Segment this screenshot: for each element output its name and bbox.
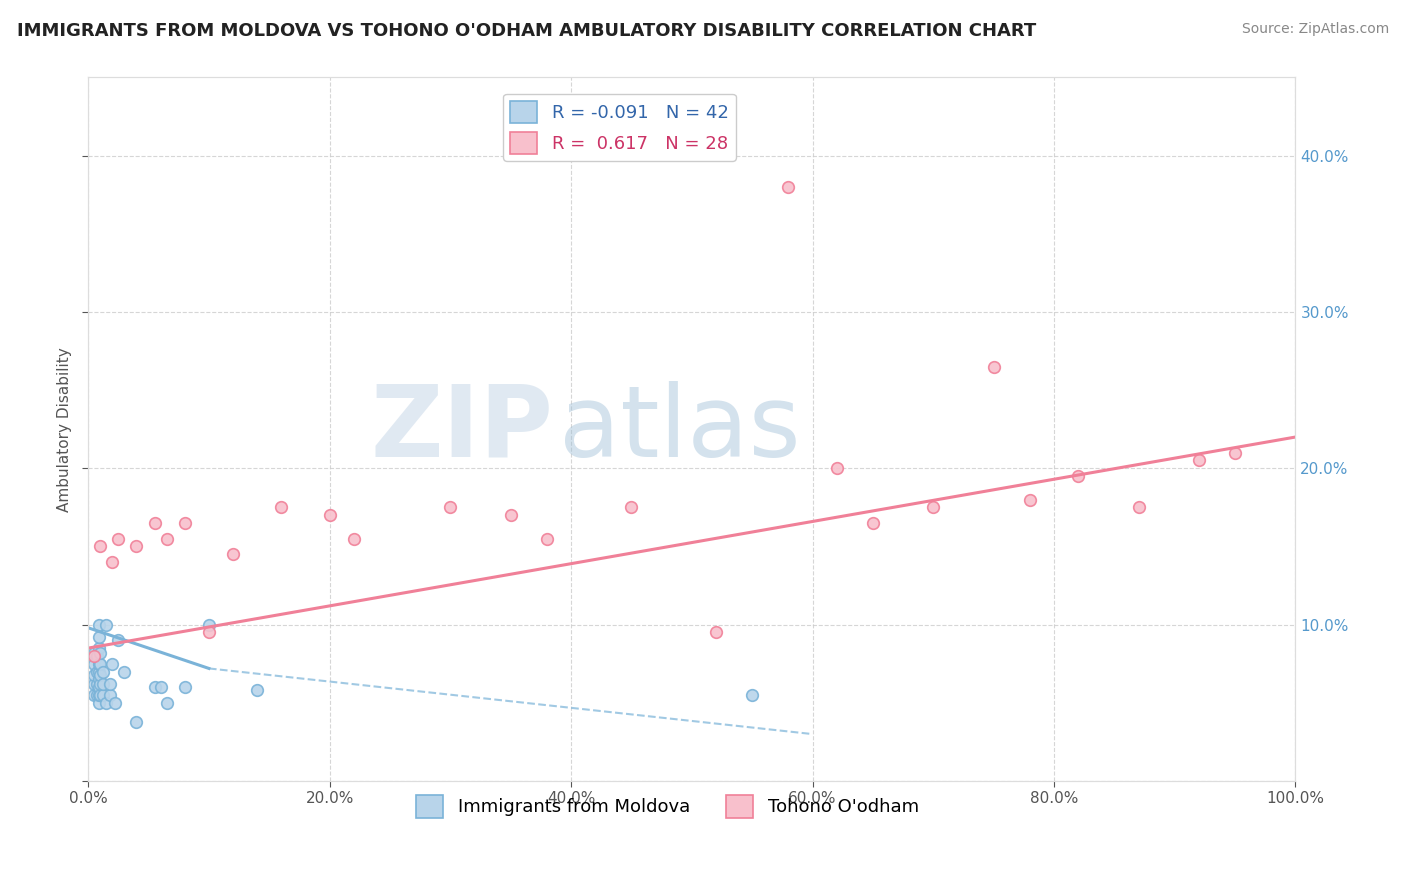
Point bbox=[83, 646, 105, 660]
Point bbox=[83, 677, 105, 691]
Point bbox=[825, 461, 848, 475]
Point bbox=[83, 688, 105, 702]
Point bbox=[98, 677, 121, 691]
Point bbox=[778, 180, 800, 194]
Point bbox=[143, 680, 166, 694]
Point bbox=[704, 625, 727, 640]
Point bbox=[87, 696, 110, 710]
Point bbox=[89, 688, 111, 702]
Point bbox=[87, 680, 110, 694]
Point bbox=[89, 657, 111, 671]
Point bbox=[89, 667, 111, 681]
Point bbox=[156, 532, 179, 546]
Point bbox=[104, 696, 127, 710]
Point bbox=[91, 665, 114, 679]
Point bbox=[83, 657, 105, 671]
Point bbox=[1128, 500, 1150, 515]
Point bbox=[87, 641, 110, 656]
Point bbox=[343, 532, 366, 546]
Point bbox=[112, 665, 135, 679]
Point bbox=[107, 633, 129, 648]
Point bbox=[922, 500, 945, 515]
Point bbox=[87, 617, 110, 632]
Point bbox=[536, 532, 558, 546]
Point bbox=[198, 625, 221, 640]
Point bbox=[101, 555, 124, 569]
Point bbox=[101, 657, 124, 671]
Point bbox=[125, 714, 148, 729]
Point bbox=[149, 680, 172, 694]
Point bbox=[620, 500, 643, 515]
Point bbox=[83, 667, 105, 681]
Y-axis label: Ambulatory Disability: Ambulatory Disability bbox=[58, 347, 72, 512]
Point bbox=[1223, 445, 1246, 459]
Point bbox=[86, 677, 108, 691]
Point bbox=[86, 688, 108, 702]
Point bbox=[89, 540, 111, 554]
Point bbox=[87, 657, 110, 671]
Point bbox=[741, 688, 763, 702]
Text: ZIP: ZIP bbox=[370, 381, 553, 478]
Legend: Immigrants from Moldova, Tohono O'odham: Immigrants from Moldova, Tohono O'odham bbox=[409, 789, 927, 825]
Point bbox=[89, 646, 111, 660]
Point bbox=[86, 665, 108, 679]
Text: Source: ZipAtlas.com: Source: ZipAtlas.com bbox=[1241, 22, 1389, 37]
Point bbox=[89, 677, 111, 691]
Point bbox=[83, 648, 105, 663]
Point bbox=[173, 516, 195, 530]
Point bbox=[91, 677, 114, 691]
Point bbox=[439, 500, 461, 515]
Point bbox=[222, 547, 245, 561]
Point bbox=[318, 508, 340, 523]
Point bbox=[156, 696, 179, 710]
Point bbox=[87, 688, 110, 702]
Point bbox=[125, 540, 148, 554]
Point bbox=[173, 680, 195, 694]
Point bbox=[1067, 469, 1090, 483]
Point bbox=[98, 688, 121, 702]
Point bbox=[246, 683, 269, 698]
Point bbox=[86, 648, 108, 663]
Point bbox=[87, 673, 110, 687]
Point bbox=[862, 516, 884, 530]
Point bbox=[91, 688, 114, 702]
Point bbox=[270, 500, 292, 515]
Point bbox=[1188, 453, 1211, 467]
Point bbox=[87, 665, 110, 679]
Point bbox=[96, 696, 118, 710]
Point bbox=[499, 508, 522, 523]
Text: atlas: atlas bbox=[560, 381, 800, 478]
Point bbox=[87, 630, 110, 644]
Text: IMMIGRANTS FROM MOLDOVA VS TOHONO O'ODHAM AMBULATORY DISABILITY CORRELATION CHAR: IMMIGRANTS FROM MOLDOVA VS TOHONO O'ODHA… bbox=[17, 22, 1036, 40]
Point bbox=[198, 617, 221, 632]
Point bbox=[983, 359, 1005, 374]
Point bbox=[96, 617, 118, 632]
Point bbox=[1018, 492, 1040, 507]
Point bbox=[143, 516, 166, 530]
Point bbox=[107, 532, 129, 546]
